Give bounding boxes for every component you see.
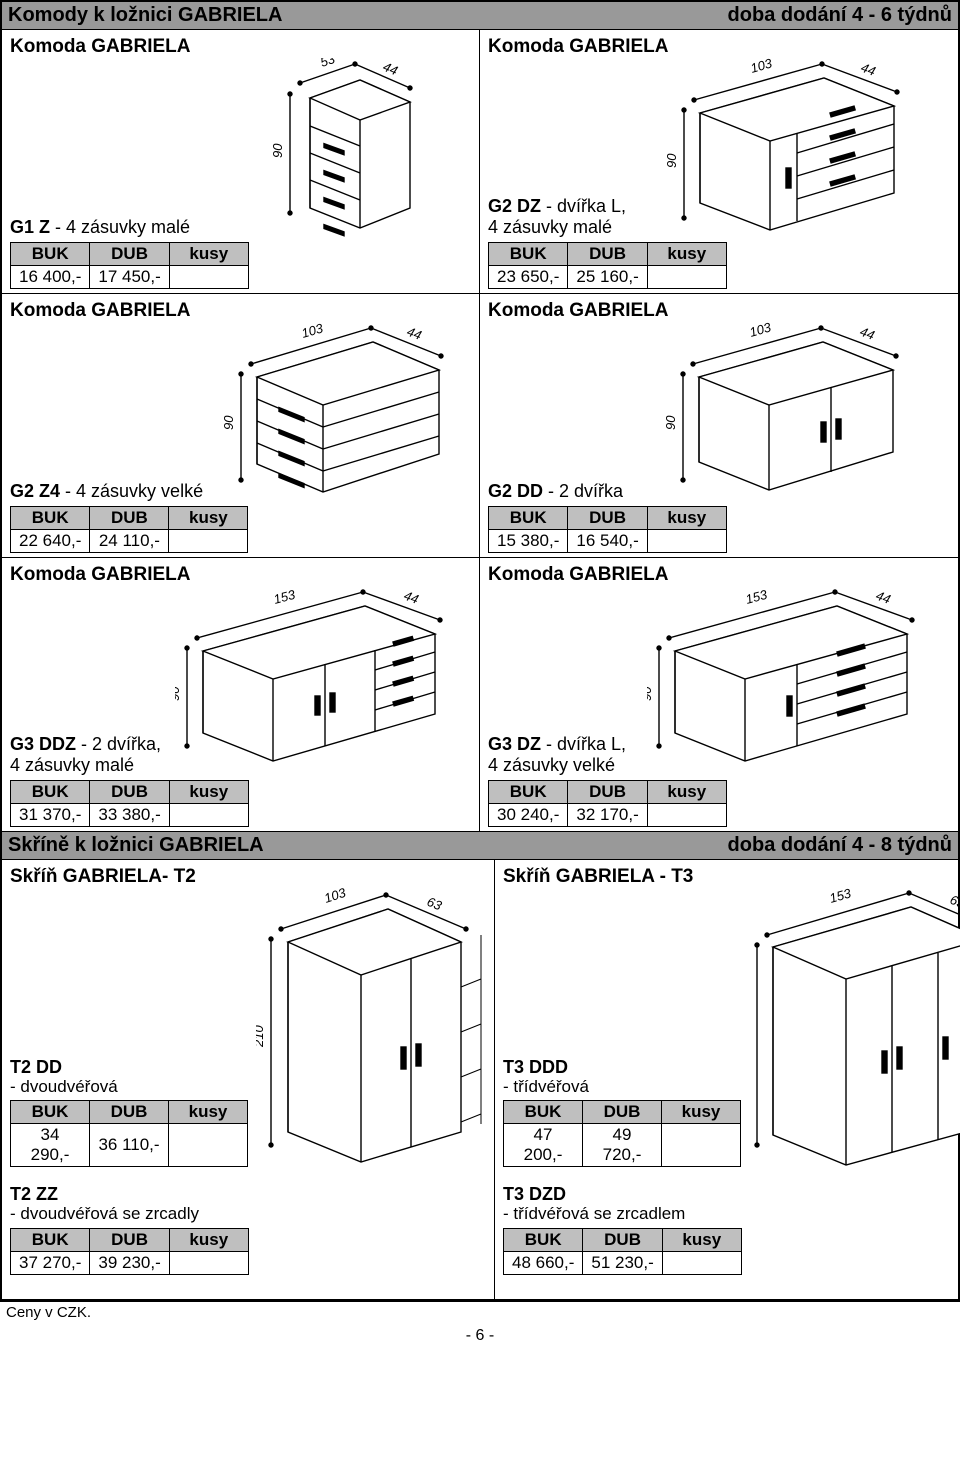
- svg-text:210: 210: [256, 1025, 266, 1048]
- section-header-komody: Komody k ložnici GABRIELA doba dodání 4 …: [2, 2, 958, 30]
- item-title: Skříň GABRIELA- T2: [10, 866, 486, 888]
- cell-g2z4: Komoda GABRIELA G2 Z4 - 4 zásuvky velké …: [2, 294, 480, 558]
- svg-text:90: 90: [175, 685, 182, 700]
- cell-g3ddz: Komoda GABRIELA G3 DDZ - 2 dvířka, 4 zás…: [2, 558, 480, 832]
- svg-text:103: 103: [747, 322, 773, 340]
- diagram-t3: 153 63 210: [749, 887, 960, 1167]
- diagram-g1z: 53 44 90: [198, 58, 471, 238]
- svg-text:153: 153: [272, 586, 298, 606]
- price-table: BUKDUBkusy 34 290,-36 110,-: [10, 1100, 248, 1167]
- section-title: Komody k ložnici GABRIELA: [8, 4, 282, 27]
- diagram-g3dz: 153 44 90: [634, 586, 950, 776]
- price-table: BUKDUBkusy 31 370,-33 380,-: [10, 780, 249, 827]
- svg-text:103: 103: [322, 887, 348, 906]
- price-table: BUKDUBkusy 48 660,-51 230,-: [503, 1228, 742, 1275]
- svg-text:90: 90: [663, 414, 678, 429]
- item-title: Komoda GABRIELA: [10, 564, 471, 586]
- section-delivery: doba dodání 4 - 6 týdnů: [728, 4, 952, 27]
- cell-g2dz: Komoda GABRIELA G2 DZ - dvířka L, 4 zásu…: [480, 30, 958, 294]
- price-table: BUKDUBkusy 23 650,-25 160,-: [488, 242, 727, 289]
- item-title: Komoda GABRIELA: [488, 36, 950, 58]
- price-table: BUKDUBkusy 15 380,-16 540,-: [488, 506, 727, 553]
- svg-text:90: 90: [664, 153, 679, 168]
- svg-text:63: 63: [425, 894, 445, 914]
- svg-text:103: 103: [300, 322, 326, 341]
- diagram-g2dd: 103 44 90: [631, 322, 950, 502]
- cell-t3: Skříň GABRIELA - T3 T3 DDD - třídvéřová …: [495, 860, 960, 1300]
- svg-text:44: 44: [859, 60, 878, 79]
- diagram-g3ddz: 153 44 90: [169, 586, 471, 776]
- svg-text:103: 103: [749, 58, 775, 76]
- section-delivery: doba dodání 4 - 8 týdnů: [728, 834, 952, 857]
- diagram-g2z4: 103 44 90: [211, 322, 471, 502]
- page-number: - 6 -: [0, 1323, 960, 1349]
- cell-g2dd: Komoda GABRIELA G2 DD - 2 dvířka 103 44: [480, 294, 958, 558]
- item-sub: G2 DZ - dvířka L,: [488, 196, 626, 217]
- svg-text:153: 153: [828, 887, 854, 906]
- svg-text:44: 44: [402, 587, 421, 606]
- catalog-page: Komody k ložnici GABRIELA doba dodání 4 …: [0, 0, 960, 1302]
- item-title: Komoda GABRIELA: [10, 300, 471, 322]
- svg-text:44: 44: [857, 323, 876, 342]
- svg-text:153: 153: [744, 586, 770, 606]
- svg-text:90: 90: [221, 414, 236, 429]
- svg-text:53: 53: [318, 58, 337, 70]
- cell-t2: Skříň GABRIELA- T2 T2 DD - dvoudvéřová B…: [2, 860, 495, 1300]
- price-table: BUKDUBkusy 22 640,-24 110,-: [10, 506, 248, 553]
- section-header-skrine: Skříně k ložnici GABRIELA doba dodání 4 …: [2, 832, 958, 860]
- svg-text:90: 90: [647, 685, 654, 700]
- diagram-t2: 103 63 210: [256, 887, 486, 1167]
- item-title: Komoda GABRIELA: [488, 300, 950, 322]
- price-table: BUKDUBkusy 47 200,-49 720,-: [503, 1100, 741, 1167]
- price-table: BUKDUBkusy 37 270,-39 230,-: [10, 1228, 249, 1275]
- item-sub: G1 Z - 4 zásuvky malé: [10, 217, 190, 238]
- footnote: Ceny v CZK.: [0, 1302, 960, 1323]
- svg-text:63: 63: [948, 892, 960, 912]
- price-table: BUKDUBkusy 30 240,-32 170,-: [488, 780, 727, 827]
- cell-g3dz: Komoda GABRIELA G3 DZ - dvířka L, 4 zásu…: [480, 558, 958, 832]
- item-title: Komoda GABRIELA: [10, 36, 471, 58]
- svg-text:90: 90: [270, 143, 285, 158]
- item-title: Komoda GABRIELA: [488, 564, 950, 586]
- svg-text:44: 44: [380, 59, 399, 78]
- svg-text:44: 44: [405, 323, 424, 342]
- section-title: Skříně k ložnici GABRIELA: [8, 834, 264, 857]
- cell-g1z: Komoda GABRIELA G1 Z - 4 zásuvky malé: [2, 30, 480, 294]
- price-table: BUKDUBkusy 16 400,-17 450,-: [10, 242, 249, 289]
- svg-text:44: 44: [874, 587, 893, 606]
- svg-text:210: 210: [749, 1027, 752, 1050]
- item-title: Skříň GABRIELA - T3: [503, 866, 960, 888]
- diagram-g2dz: 103 44 90: [634, 58, 950, 238]
